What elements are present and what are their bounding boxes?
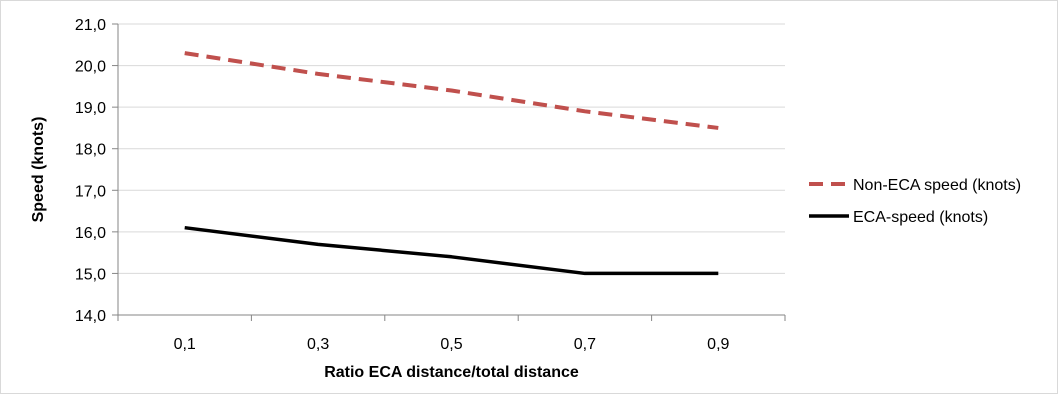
y-tick-label: 21,0 bbox=[75, 17, 106, 34]
series-line-non-eca-speed bbox=[184, 51, 719, 130]
y-axis-label: Speed (knots) bbox=[30, 117, 47, 223]
legend-entry: ECA-speed (knots) bbox=[853, 209, 988, 226]
x-tick-label: 0,1 bbox=[174, 336, 196, 353]
legend-entry: Non-ECA speed (knots) bbox=[853, 177, 1021, 194]
y-tick-label: 20,0 bbox=[75, 59, 106, 76]
y-tick-label: 17,0 bbox=[75, 183, 106, 200]
y-tick-labels: 14,0 15,0 16,0 17,0 18,0 19,0 20,0 21,0 bbox=[75, 17, 106, 325]
series-lines bbox=[184, 51, 719, 276]
x-tick-label: 0,5 bbox=[440, 336, 462, 353]
y-tick-label: 19,0 bbox=[75, 100, 106, 117]
y-tick-label: 18,0 bbox=[75, 142, 106, 159]
x-tick-label: 0,3 bbox=[307, 336, 329, 353]
x-tick-labels: 0,1 0,3 0,5 0,7 0,9 bbox=[174, 336, 730, 353]
x-axis-label: Ratio ECA distance/total distance bbox=[324, 364, 579, 381]
legend: Non-ECA speed (knots) ECA-speed (knots) bbox=[809, 177, 1021, 226]
y-tick-label: 15,0 bbox=[75, 266, 106, 283]
y-tick-label: 14,0 bbox=[75, 308, 106, 325]
series-line-eca-speed bbox=[184, 225, 719, 276]
y-tick-label: 16,0 bbox=[75, 225, 106, 242]
x-tick-label: 0,9 bbox=[707, 336, 729, 353]
gridlines bbox=[118, 23, 785, 274]
axes bbox=[112, 23, 786, 321]
x-tick-label: 0,7 bbox=[574, 336, 596, 353]
